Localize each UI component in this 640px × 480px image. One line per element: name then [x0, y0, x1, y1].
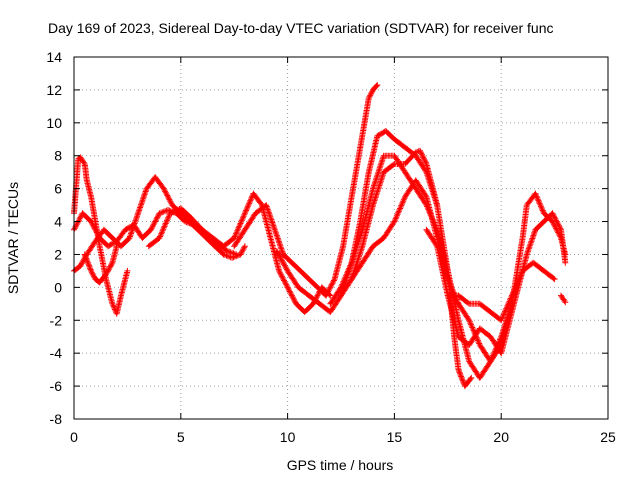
series-arc-13	[444, 259, 558, 324]
y-axis-label: SDTVAR / TECUs	[5, 182, 21, 294]
series-markers	[558, 292, 569, 306]
series-arc-4	[81, 243, 120, 286]
series-arc-14	[558, 292, 569, 306]
y-tick-label: 6	[54, 181, 62, 197]
x-tick-label: 15	[387, 429, 403, 445]
x-axis-label: GPS time / hours	[287, 457, 394, 473]
x-tick-label: 20	[493, 429, 509, 445]
x-tick-label: 0	[70, 429, 78, 445]
series-markers	[231, 82, 381, 299]
x-tick-label: 10	[280, 429, 296, 445]
series-markers	[338, 177, 462, 307]
series-markers	[81, 243, 120, 286]
series-markers	[444, 259, 558, 324]
y-tick-label: 10	[46, 115, 62, 131]
x-tick-label: 5	[177, 429, 185, 445]
y-tick-label: 4	[54, 214, 62, 230]
series-arc-5	[145, 190, 334, 315]
y-tick-label: 2	[54, 246, 62, 262]
plot-frame	[73, 56, 609, 420]
series-arc-10	[338, 177, 462, 307]
y-tick-label: -8	[50, 411, 63, 427]
x-tick-label: 25	[600, 429, 616, 445]
chart-title: Day 169 of 2023, Sidereal Day-to-day VTE…	[48, 20, 554, 36]
series-arc-6	[231, 82, 381, 299]
y-tick-label: -2	[50, 312, 63, 328]
y-tick-label: 8	[54, 148, 62, 164]
series-markers	[145, 190, 334, 315]
y-tick-label: 12	[46, 82, 62, 98]
axis-ticks: 0 5 10 15 20 25 -8 -6 -4 -2 0 2 4 6 8 10 12 14	[46, 49, 616, 445]
y-tick-label: 14	[46, 49, 62, 65]
y-tick-label: -6	[50, 378, 63, 394]
y-tick-label: 0	[54, 279, 62, 295]
y-tick-label: -4	[50, 345, 63, 361]
